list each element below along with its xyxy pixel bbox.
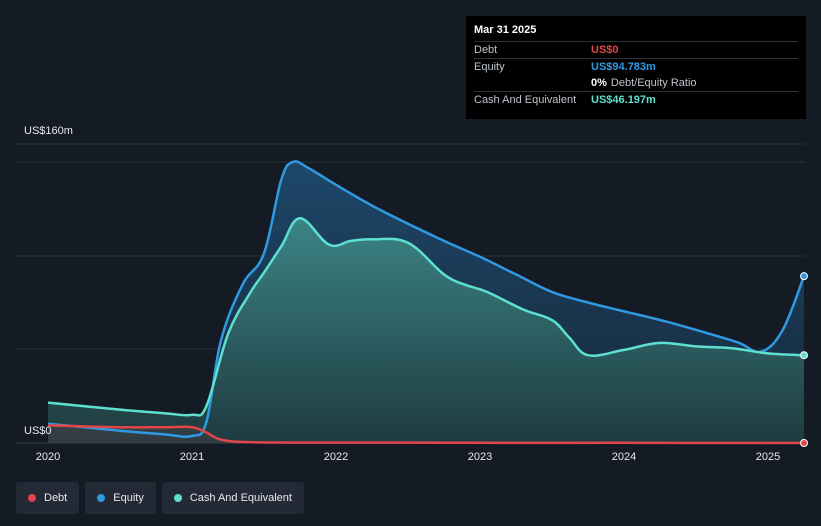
tooltip-value: US$94.783m xyxy=(591,61,656,73)
tooltip-row-equity: Equity US$94.783m xyxy=(474,58,798,75)
tooltip-value: US$0 xyxy=(591,44,619,56)
tooltip-ratio-label: Debt/Equity Ratio xyxy=(610,77,697,89)
cash-dot-icon xyxy=(173,494,182,502)
tooltip-key: Equity xyxy=(474,61,505,73)
cash-and-equivalent-endpoint xyxy=(800,351,808,360)
tooltip-row-cash: Cash And Equivalent US$46.197m xyxy=(474,91,798,108)
tooltip-date: Mar 31 2025 xyxy=(474,24,537,36)
x-tick-label: 2021 xyxy=(179,451,205,463)
cash-and-equivalent-area xyxy=(48,218,804,443)
cash-and-equivalent-line xyxy=(47,216,805,417)
tooltip-key: Debt xyxy=(474,44,498,56)
debt-endpoint xyxy=(800,439,808,447)
x-tick-label: 2025 xyxy=(755,451,781,463)
legend: Debt Equity Cash And Equivalent xyxy=(16,482,304,514)
x-tick-label: 2024 xyxy=(611,451,637,463)
series-lines xyxy=(47,160,806,445)
legend-item-debt[interactable]: Debt xyxy=(16,482,80,514)
tooltip-row-ratio: 0% Debt/Equity Ratio xyxy=(474,75,798,91)
tooltip-value: 0% xyxy=(591,77,607,89)
legend-item-cash[interactable]: Cash And Equivalent xyxy=(161,482,304,514)
legend-label: Cash And Equivalent xyxy=(189,492,292,504)
x-tick-label: 2020 xyxy=(35,451,61,463)
equity-endpoint xyxy=(800,272,808,281)
y-axis-top-label: US$160m xyxy=(24,125,73,137)
x-tick-label: 2023 xyxy=(467,451,493,463)
tooltip-row-debt: Debt US$0 xyxy=(474,41,798,58)
tooltip-value: US$46.197m xyxy=(591,94,656,106)
legend-item-equity[interactable]: Equity xyxy=(85,482,156,514)
tooltip-key xyxy=(474,75,591,91)
tooltip-panel: Mar 31 2025 Debt US$0 Equity US$94.783m … xyxy=(466,16,806,119)
equity-line xyxy=(47,160,806,439)
series-areas xyxy=(48,161,804,443)
debt-dot-icon xyxy=(28,494,36,502)
debt-line xyxy=(47,424,804,445)
equity-dot-icon xyxy=(97,494,106,502)
y-axis-bottom-label: US$0 xyxy=(24,425,52,437)
legend-label: Equity xyxy=(113,492,144,504)
tooltip-key: Cash And Equivalent xyxy=(474,94,577,106)
x-tick-label: 2022 xyxy=(323,451,349,463)
legend-label: Debt xyxy=(44,492,68,504)
series-endpoints xyxy=(800,272,808,447)
